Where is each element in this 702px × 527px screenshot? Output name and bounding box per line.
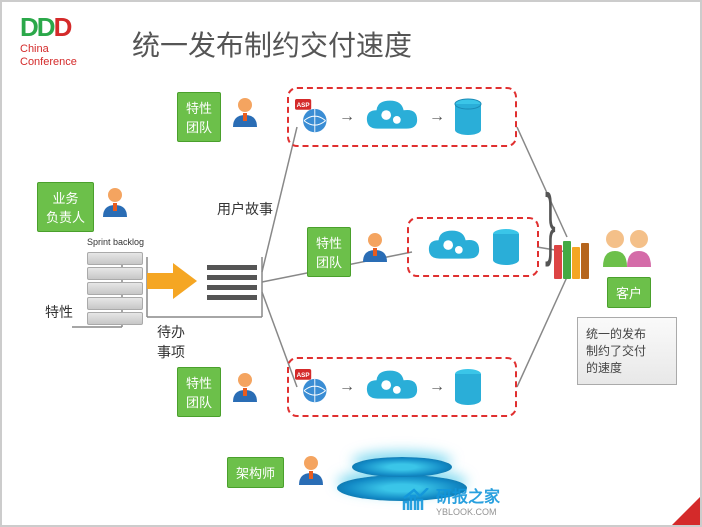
todo-label: 待办 事项 xyxy=(157,322,185,362)
story-lines xyxy=(207,265,257,300)
architect-box: 架构师 xyxy=(227,457,284,488)
customer-label: 客户 xyxy=(607,277,651,308)
customer-avatars xyxy=(599,227,655,272)
backlog-item xyxy=(87,267,143,280)
watermark-main: 研报之家 xyxy=(436,483,500,507)
svg-text:ASP: ASP xyxy=(297,372,310,379)
feature-team-1-label: 特性 团队 xyxy=(177,92,221,142)
flowchart: 业务 负责人 特性 团队 ASP → → 特性 团队 特性 团队 ASP → →… xyxy=(17,87,685,510)
user-story-label: 用户故事 xyxy=(217,199,273,219)
feature-team-1-box: 特性 团队 xyxy=(177,92,221,142)
logo-d1: D xyxy=(20,12,37,42)
logo-d3: D xyxy=(54,12,71,42)
arrow-icon: → xyxy=(429,108,445,126)
feature-team-1-avatar xyxy=(229,95,261,132)
asp-globe-icon: ASP xyxy=(295,99,331,135)
logo-letters: DDD xyxy=(20,12,77,43)
cloud-gear-icon xyxy=(425,225,483,269)
owner-label: 业务 负责人 xyxy=(37,182,94,232)
feature-team-2-avatar xyxy=(359,230,391,267)
database-icon xyxy=(453,98,483,136)
logo-d2: D xyxy=(37,12,54,42)
sprint-backlog-label: Sprint backlog xyxy=(87,237,144,247)
feature-team-3-label: 特性 团队 xyxy=(177,367,221,417)
logo-line2: Conference xyxy=(20,56,77,69)
release-note-text: 统一的发布 制约了交付 的速度 xyxy=(577,317,677,385)
cloud-gear-icon xyxy=(363,365,421,409)
logo-line1: China xyxy=(20,43,77,56)
backlog-stack xyxy=(87,252,143,327)
arrow-icon: → xyxy=(429,378,445,396)
asp-globe-icon: ASP xyxy=(295,369,331,405)
arrow-icon: → xyxy=(339,108,355,126)
person-icon xyxy=(99,185,131,217)
line-item xyxy=(207,285,257,290)
corner-decoration xyxy=(672,497,700,525)
customer-box: 客户 xyxy=(607,277,651,308)
transform-arrow xyxy=(145,259,200,308)
pipeline-2 xyxy=(407,217,539,277)
watermark-sub: YBLOOK.COM xyxy=(436,507,500,517)
feature-label: 特性 xyxy=(45,302,73,322)
owner-avatar xyxy=(99,185,131,222)
cloud-gear-icon xyxy=(363,95,421,139)
arrow-right-icon xyxy=(145,259,200,303)
backlog-item xyxy=(87,297,143,310)
feature-team-3-box: 特性 团队 xyxy=(177,367,221,417)
people-icon xyxy=(599,227,655,267)
feature-team-3-avatar xyxy=(229,370,261,407)
arrow-icon: → xyxy=(339,378,355,396)
line-item xyxy=(207,295,257,300)
line-item xyxy=(207,265,257,270)
chart-icon xyxy=(402,488,430,512)
pipeline-3: ASP → → xyxy=(287,357,517,417)
line-item xyxy=(207,275,257,280)
pipeline-1: ASP → → xyxy=(287,87,517,147)
feature-team-2-label: 特性 团队 xyxy=(307,227,351,277)
page-title: 统一发布制约交付速度 xyxy=(132,24,412,64)
logo: DDD China Conference xyxy=(20,12,77,69)
database-icon xyxy=(453,368,483,406)
person-icon xyxy=(229,370,261,402)
backlog-item xyxy=(87,312,143,325)
release-note: 统一的发布 制约了交付 的速度 xyxy=(577,317,677,385)
feature-team-2-box: 特性 团队 xyxy=(307,227,351,277)
books-icon xyxy=(552,237,592,286)
platform-disc-icon xyxy=(352,457,452,477)
person-icon xyxy=(295,453,327,485)
owner-box: 业务 负责人 xyxy=(37,182,94,232)
database-icon xyxy=(491,228,521,266)
watermark-text: 研报之家 YBLOOK.COM xyxy=(436,483,500,517)
person-icon xyxy=(359,230,391,262)
architect-label: 架构师 xyxy=(227,457,284,488)
person-icon xyxy=(229,95,261,127)
svg-text:ASP: ASP xyxy=(297,102,310,109)
backlog-item xyxy=(87,282,143,295)
watermark: 研报之家 YBLOOK.COM xyxy=(402,483,500,517)
backlog-item xyxy=(87,252,143,265)
architect-avatar xyxy=(295,453,327,490)
